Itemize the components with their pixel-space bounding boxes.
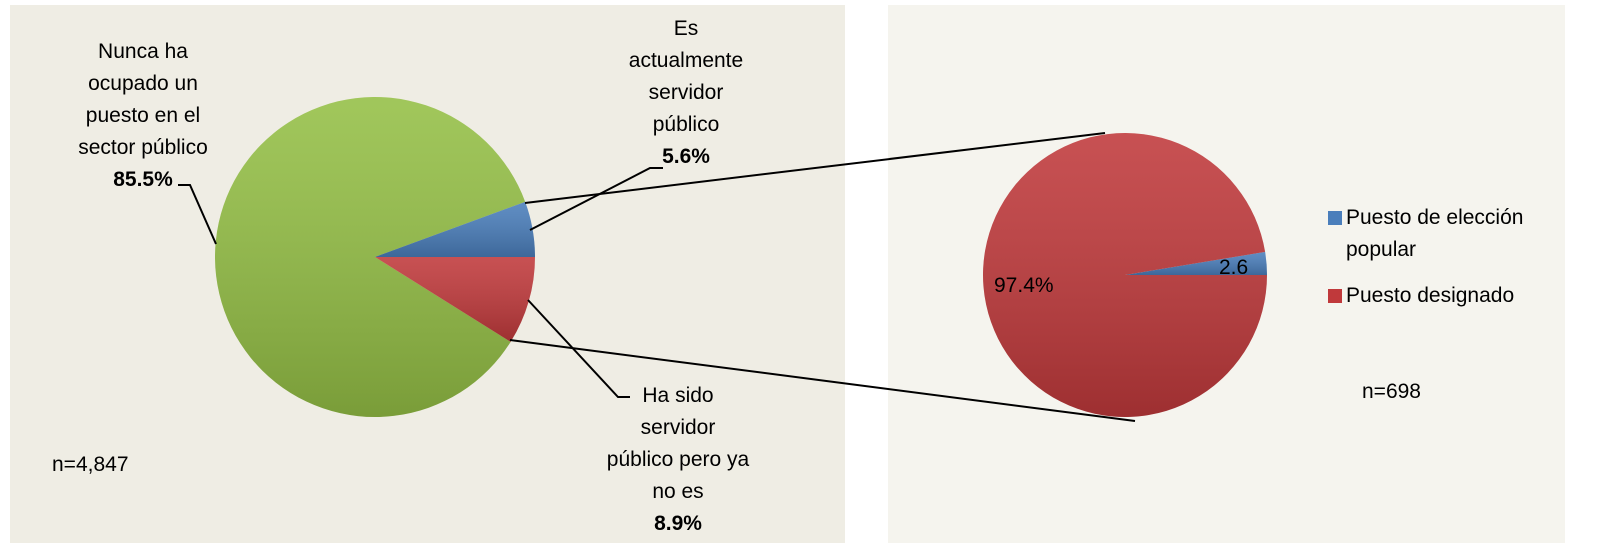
annotation: n=4,847: [52, 453, 129, 476]
legend: Puesto de elección popular Puesto design…: [1328, 202, 1548, 312]
data-label: 97.4%: [994, 274, 1054, 297]
slice-label: Es actualmente servidor público 5.6%: [628, 17, 744, 168]
legend-swatch: [1328, 289, 1342, 303]
slice-shade: [1125, 251, 1267, 275]
legend-item: Puesto de elección popular: [1328, 202, 1548, 266]
slice-shade: [375, 201, 535, 257]
slice-shade: [983, 133, 1267, 418]
leader-lines: [178, 132, 1136, 422]
slice-shade: [375, 257, 535, 342]
legend-swatch: [1328, 211, 1342, 225]
slice-shade: [214, 97, 526, 418]
slice-label: Ha sido servidor público pero ya no es 8.…: [606, 384, 750, 535]
slice-label: Nunca ha ocupado un puesto en el sector …: [78, 40, 208, 191]
data-label: 2.6: [1219, 256, 1249, 279]
annotation: n=698: [1362, 380, 1421, 403]
legend-item: Puesto designado: [1328, 280, 1548, 312]
